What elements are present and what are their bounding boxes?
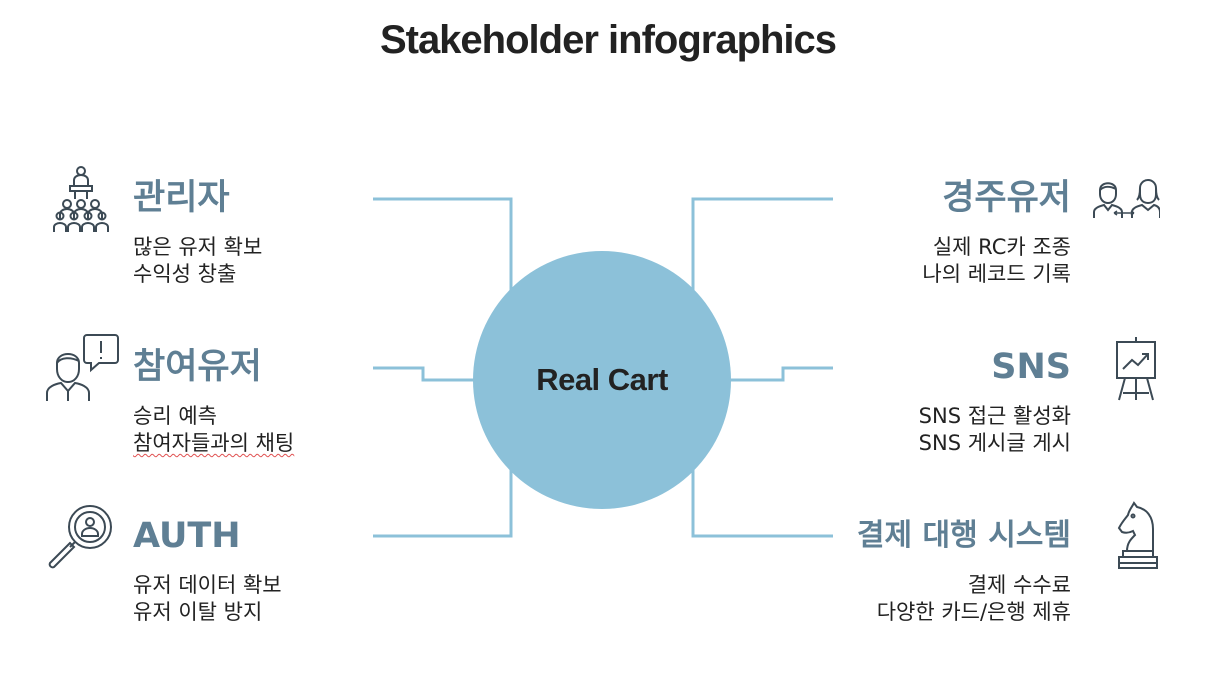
connector-right-1 — [691, 197, 833, 290]
flipchart-growth-icon — [1115, 335, 1157, 401]
stakeholder-description: 실제 RC카 조종 나의 레코드 기록 — [922, 234, 1071, 288]
stakeholder-title: AUTH — [133, 516, 241, 556]
chess-knight-icon — [1114, 500, 1160, 572]
description-line: SNS 접근 활성화 — [918, 404, 1071, 428]
connector-right-3 — [691, 470, 833, 538]
connector-left-2 — [373, 366, 474, 382]
hub-label: Real Cart — [536, 362, 668, 397]
two-people-exchange-icon — [1092, 178, 1160, 220]
magnifier-user-icon — [48, 503, 116, 569]
stakeholder-description: SNS 접근 활성화 SNS 게시글 게시 — [919, 403, 1071, 457]
stakeholder-title: 결제 대행 시스템 — [856, 518, 1071, 553]
stakeholder-title: 경주유저 — [942, 178, 1071, 218]
page-title: Stakeholder infographics — [379, 18, 837, 62]
stakeholder-left-1: 관리자 많은 유저 확보 수익성 창출 — [133, 176, 262, 288]
presenter-audience-icon — [52, 164, 110, 234]
description-line: 실제 RC카 조종 — [932, 235, 1071, 259]
description-line: 많은 유저 확보 — [133, 235, 263, 259]
description-line: 승리 예측 — [133, 404, 217, 428]
description-line: 유저 이탈 방지 — [133, 600, 263, 624]
person-exclamation-icon — [45, 333, 119, 403]
stakeholder-title: 관리자 — [133, 178, 230, 218]
stakeholder-left-2: 참여유저 승리 예측 참여자들과의 채팅 — [133, 345, 294, 457]
stakeholder-description: 많은 유저 확보 수익성 창출 — [133, 234, 262, 288]
stakeholder-description: 결제 수수료 다양한 카드/은행 제휴 — [857, 572, 1071, 626]
description-line: 나의 레코드 기록 — [922, 262, 1071, 286]
description-line: 결제 수수료 — [967, 573, 1071, 597]
connector-left-3 — [373, 470, 513, 538]
stakeholder-description: 승리 예측 참여자들과의 채팅 — [133, 403, 294, 457]
stakeholder-title: SNS — [991, 347, 1071, 387]
description-line: 다양한 카드/은행 제휴 — [876, 600, 1071, 624]
stakeholder-description: 유저 데이터 확보 유저 이탈 방지 — [133, 572, 282, 626]
description-line: 수익성 창출 — [133, 262, 237, 286]
stakeholder-right-2: SNS SNS 접근 활성화 SNS 게시글 게시 — [919, 345, 1071, 457]
description-line: 참여자들과의 채팅 — [133, 431, 295, 455]
connector-right-2 — [731, 366, 833, 382]
description-line: SNS 게시글 게시 — [918, 431, 1071, 455]
connector-left-1 — [373, 197, 513, 290]
hub-circle: Real Cart — [473, 251, 731, 509]
stakeholder-right-1: 경주유저 실제 RC카 조종 나의 레코드 기록 — [922, 176, 1071, 288]
stakeholder-left-3: AUTH 유저 데이터 확보 유저 이탈 방지 — [133, 514, 282, 626]
description-line: 유저 데이터 확보 — [133, 573, 282, 597]
stakeholder-right-3: 결제 대행 시스템 결제 수수료 다양한 카드/은행 제휴 — [857, 514, 1071, 626]
stakeholder-title: 참여유저 — [133, 347, 262, 387]
